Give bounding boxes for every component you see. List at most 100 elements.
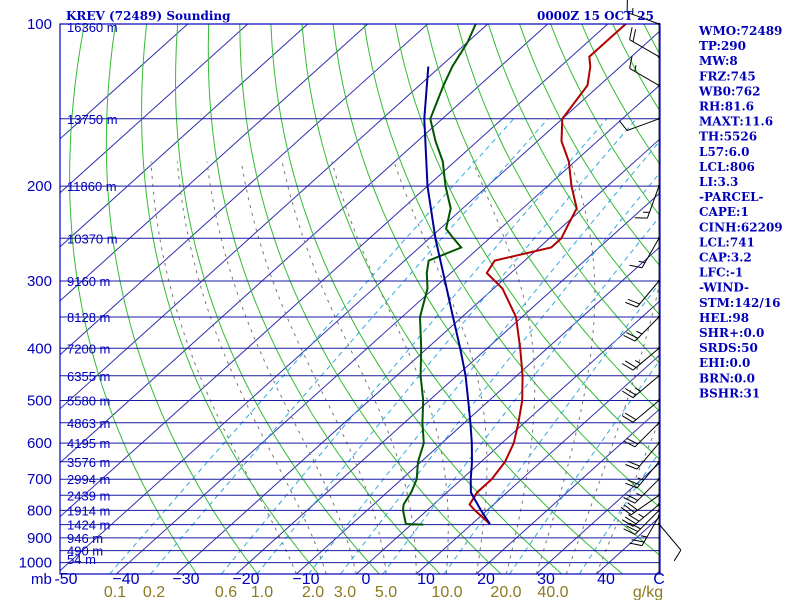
isotherm-line bbox=[355, 300, 660, 574]
isotherm-line bbox=[60, 30, 660, 572]
stat-item: WB0:762 bbox=[698, 84, 760, 98]
temp-unit-label: C bbox=[653, 571, 665, 588]
height-tick-label: 2994 m bbox=[67, 472, 110, 487]
stat-item: LFC:-1 bbox=[699, 266, 743, 280]
wind-barb bbox=[621, 374, 661, 399]
height-tick-label: 16360 m bbox=[67, 20, 118, 35]
dry-adiabat-line bbox=[550, 24, 660, 217]
stat-item: CINH:62209 bbox=[699, 220, 783, 234]
isotherm-line bbox=[60, 24, 309, 248]
isotherm-line bbox=[415, 354, 660, 574]
mixing-ratio-tick-label: 10.0 bbox=[431, 584, 462, 600]
mixing-ratio-line bbox=[382, 215, 660, 574]
wind-barb bbox=[626, 0, 661, 26]
stat-item: RH:81.6 bbox=[699, 100, 754, 114]
wind-barb bbox=[623, 421, 661, 448]
pressure-tick-label: 1000 bbox=[19, 555, 52, 572]
wind-barb bbox=[621, 347, 661, 371]
temp-tick-label: -50 bbox=[54, 571, 77, 588]
height-tick-label: 13750 m bbox=[67, 112, 118, 127]
moist-adiabat-line bbox=[281, 161, 417, 574]
isotherm-line bbox=[175, 138, 660, 574]
isotherm-line bbox=[60, 24, 369, 302]
temp-tick-label: 40 bbox=[597, 571, 615, 588]
isotherm-line bbox=[60, 24, 549, 464]
moist-adiabat-line bbox=[240, 161, 387, 574]
wind-barb bbox=[623, 478, 661, 504]
mixing-ratio-tick-label: 0.6 bbox=[215, 584, 237, 600]
parcel-profile bbox=[423, 66, 491, 525]
pressure-unit: mb bbox=[31, 571, 52, 588]
mixing-ratio-tick-label: 3.0 bbox=[334, 584, 356, 600]
wind-barb bbox=[629, 55, 661, 87]
moist-adiabat-line bbox=[535, 161, 596, 574]
height-tick-label: 54 m bbox=[67, 552, 96, 567]
wind-barb bbox=[657, 522, 682, 562]
temp-tick-label: −40 bbox=[112, 571, 139, 588]
mixing-ratio-tick-label: 0.1 bbox=[104, 584, 126, 600]
height-tick-label: 2439 m bbox=[67, 488, 110, 503]
background-grid bbox=[60, 24, 660, 574]
isotherm-line bbox=[475, 408, 660, 574]
isotherm-line bbox=[60, 24, 429, 356]
pressure-tick-label: 300 bbox=[27, 273, 52, 290]
temp-tick-label: −20 bbox=[232, 571, 259, 588]
stat-item: EHI:0.0 bbox=[699, 356, 750, 370]
height-tick-label: 9160 m bbox=[67, 274, 110, 289]
mixing-ratio-tick-label: 40.0 bbox=[537, 584, 568, 600]
isotherm-line bbox=[60, 24, 249, 194]
isotherm-line bbox=[60, 24, 609, 518]
mixing-ratio-tick-label: 2.0 bbox=[302, 584, 324, 600]
mixing-ratio-tick-label: 0.2 bbox=[143, 584, 165, 600]
temp-tick-label: −10 bbox=[292, 571, 319, 588]
dry-adiabat-line bbox=[581, 24, 660, 166]
wind-barb bbox=[629, 515, 661, 547]
stat-item: CAP:3.2 bbox=[699, 251, 752, 265]
dewpoint-profile bbox=[401, 24, 477, 526]
height-tick-label: 6355 m bbox=[67, 369, 110, 384]
pressure-tick-label: 800 bbox=[27, 502, 52, 519]
pressure-tick-label: 400 bbox=[27, 340, 52, 357]
mixing-ratio-unit: g/kg bbox=[633, 584, 663, 600]
height-tick-label: 4863 m bbox=[67, 416, 110, 431]
height-tick-label: 4195 m bbox=[67, 436, 110, 451]
stat-item: MAXT:11.6 bbox=[699, 115, 773, 129]
moist-adiabat-line bbox=[331, 161, 449, 574]
pressure-tick-label: 500 bbox=[27, 393, 52, 410]
height-tick-label: 1914 m bbox=[67, 503, 110, 518]
wind-barb bbox=[629, 237, 661, 269]
temperature-profile bbox=[468, 24, 628, 525]
stat-item: TH:5526 bbox=[699, 130, 757, 144]
stat-item: HEL:98 bbox=[699, 311, 749, 325]
moist-adiabat-line bbox=[176, 161, 327, 574]
height-tick-label: 946 m bbox=[67, 531, 103, 546]
wind-barb bbox=[621, 503, 661, 527]
height-tick-label: 5580 m bbox=[67, 394, 110, 409]
profile-lines bbox=[401, 24, 628, 526]
height-tick-label: 3576 m bbox=[67, 455, 110, 470]
wind-barb bbox=[629, 27, 661, 58]
moist-adiabat-line bbox=[565, 279, 660, 574]
height-tick-label: 1424 m bbox=[67, 518, 110, 533]
wind-barb bbox=[618, 117, 661, 131]
pressure-tick-label: 700 bbox=[27, 471, 52, 488]
dry-adiabat-line bbox=[270, 24, 563, 574]
mixing-ratio-line bbox=[340, 171, 660, 574]
stat-item: FRZ:745 bbox=[699, 69, 756, 83]
wind-barb bbox=[625, 460, 661, 489]
stat-item: CAPE:1 bbox=[699, 205, 749, 219]
moist-adiabat-line bbox=[150, 161, 297, 574]
height-tick-label: 8128 m bbox=[67, 310, 110, 325]
wind-barb bbox=[625, 279, 661, 308]
isotherm-line bbox=[535, 462, 660, 574]
dry-adiabat-line bbox=[301, 24, 624, 574]
stat-item: TP:290 bbox=[699, 39, 746, 53]
isotherm-line bbox=[60, 24, 189, 140]
pressure-tick-label: 900 bbox=[27, 530, 52, 547]
stat-item: MW:8 bbox=[699, 54, 738, 68]
height-tick-label: 10370 m bbox=[67, 231, 118, 246]
isotherm-line bbox=[235, 192, 660, 574]
mixing-ratio-tick-label: 5.0 bbox=[375, 584, 397, 600]
mixing-ratio-tick-label: 20.0 bbox=[490, 584, 521, 600]
